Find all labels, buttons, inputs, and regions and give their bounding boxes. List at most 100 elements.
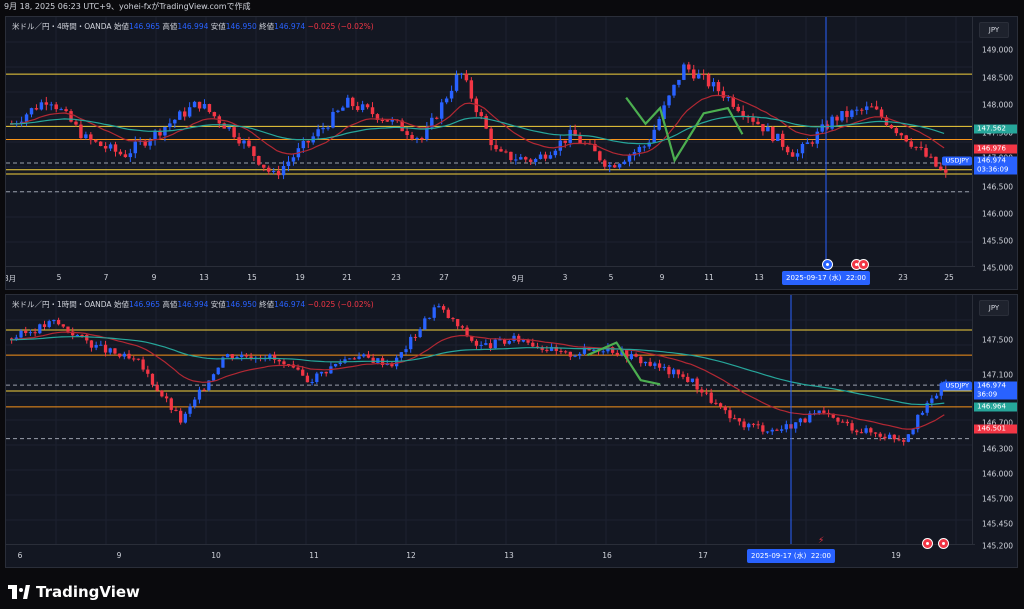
candle-body [899, 133, 904, 136]
x-tick: 11 [309, 551, 319, 560]
event-icon[interactable] [858, 259, 869, 270]
candle-body [820, 124, 824, 132]
candle-body [385, 120, 390, 122]
us-event-icon[interactable] [822, 259, 833, 270]
candle-body [934, 395, 939, 399]
candle-body [425, 127, 429, 140]
candle-body [714, 402, 718, 404]
event-bolt-icon[interactable]: ⚡ [818, 536, 825, 546]
legend-symbol: 米ドル／円・4時間・OANDA [12, 22, 112, 31]
candle-body [418, 329, 422, 337]
candle-body [800, 143, 805, 154]
candle-body [61, 324, 65, 327]
candle-body [360, 104, 365, 110]
price-axis-4h[interactable]: JPY 149.000 148.500 148.000 147.500 147.… [972, 17, 1017, 289]
candle-body [98, 141, 103, 147]
candle-body [519, 157, 523, 160]
candle-body [766, 126, 770, 132]
candle-body [136, 358, 141, 360]
time-axis-4h[interactable]: 8月 5 7 9 13 15 19 21 23 27 9月 3 5 9 11 1… [6, 266, 975, 289]
currency-button[interactable]: JPY [979, 300, 1009, 316]
candle-body [682, 64, 686, 80]
event-icon[interactable] [922, 538, 933, 549]
y-tick: 147.500 [981, 335, 1013, 345]
candle-body [321, 127, 325, 130]
candle-body [681, 374, 685, 377]
candle-body [775, 429, 779, 431]
candle-body [831, 413, 835, 418]
crosshair-time-label: 2025-09-17 (水) 22:00 [781, 271, 871, 285]
candle-body [507, 340, 511, 344]
candle-body [610, 347, 615, 353]
candle-body [731, 96, 736, 107]
candle-body [504, 151, 508, 153]
candle-body [894, 128, 899, 134]
y-tick: 146.000 [981, 209, 1013, 219]
candle-body [687, 64, 691, 70]
candle-body [672, 84, 676, 96]
candle-body [10, 338, 14, 340]
candle-body [822, 410, 826, 413]
candle-body [240, 354, 244, 358]
event-icon[interactable] [938, 538, 949, 549]
time-axis-1h[interactable]: 6 9 10 11 12 13 16 17 19 2025-09-17 (水) … [6, 544, 975, 567]
candle-body [39, 102, 44, 110]
candle-body [639, 356, 643, 364]
candle-body [71, 331, 75, 336]
chart-4h-panel[interactable]: 米ドル／円・4時間・OANDA 始値146.965 高値146.994 安値14… [5, 16, 1018, 290]
candle-body [400, 120, 404, 132]
price-axis-1h[interactable]: JPY 147.500 147.100 146.700 146.300 146.… [972, 295, 1017, 567]
candle-body [493, 339, 497, 349]
x-tick: 19 [891, 551, 901, 560]
candle-body [706, 74, 711, 87]
candle-body [939, 383, 943, 396]
candle-body [44, 102, 49, 105]
candle-body [319, 371, 324, 374]
candle-body [545, 349, 549, 351]
candle-body [929, 156, 933, 158]
chart-4h-plot[interactable] [6, 17, 975, 269]
candle-body [306, 140, 310, 143]
chart-1h-panel[interactable]: 米ドル／円・1時間・OANDA 始値146.965 高値146.994 安値14… [5, 294, 1018, 568]
candle-body [489, 128, 493, 146]
candle-body [75, 334, 80, 336]
candle-body [873, 432, 878, 434]
tradingview-logo: TradingView [8, 583, 140, 601]
candle-body [249, 356, 253, 359]
x-tick: 9月 [511, 274, 525, 283]
candle-body [528, 159, 533, 163]
candle-body [559, 350, 563, 352]
x-tick: 15 [247, 273, 257, 282]
candle-body [252, 146, 256, 156]
candle-body [174, 409, 178, 411]
candle-body [860, 109, 864, 111]
candle-body [221, 357, 225, 368]
candle-body [348, 358, 352, 360]
candle-body [911, 429, 915, 435]
candle-body [701, 74, 706, 76]
candle-body [365, 104, 370, 108]
candle-body [390, 363, 394, 367]
candle-body [897, 439, 901, 441]
candle-body [526, 339, 530, 343]
candle-body [934, 156, 938, 167]
candle-body [268, 354, 272, 359]
x-tick: 9 [659, 273, 665, 282]
candle-body [24, 114, 29, 122]
candle-body [449, 90, 454, 99]
chart-1h-plot[interactable] [6, 295, 975, 547]
candle-body [909, 141, 913, 147]
x-tick: 11 [704, 273, 714, 282]
candle-body [643, 361, 648, 364]
candle-body [785, 146, 790, 153]
candle-body [375, 114, 380, 120]
candle-body [232, 127, 236, 138]
y-tick: 146.000 [981, 469, 1013, 479]
currency-button[interactable]: JPY [979, 22, 1009, 38]
candle-body [692, 69, 696, 79]
candle-body [257, 155, 261, 165]
candle-body [845, 111, 849, 117]
x-tick: 5 [608, 273, 614, 282]
candle-body [99, 344, 103, 346]
candle-body [207, 104, 212, 113]
